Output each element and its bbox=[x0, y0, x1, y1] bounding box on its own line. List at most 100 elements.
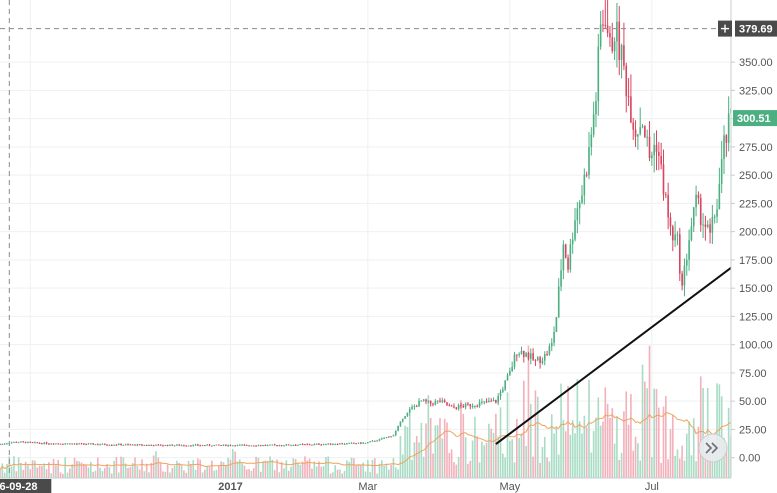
chart-controls[interactable] bbox=[698, 20, 732, 463]
time-axis[interactable]: 72017MarMayJul bbox=[0, 477, 731, 493]
volume-bar bbox=[318, 461, 320, 478]
candle-body bbox=[271, 444, 274, 446]
volume-bar bbox=[525, 445, 527, 478]
volume-bar bbox=[62, 473, 64, 478]
candle-body bbox=[658, 152, 660, 156]
price-tick-label: 50.00 bbox=[739, 396, 767, 408]
volume-bar bbox=[327, 456, 330, 478]
volume-bar bbox=[94, 470, 97, 478]
volume-bar bbox=[709, 449, 711, 478]
price-tick-label: 175.00 bbox=[739, 255, 773, 267]
volume-bar bbox=[262, 461, 264, 478]
volume-bar bbox=[385, 463, 388, 478]
candle-body bbox=[623, 45, 625, 66]
volume-bar bbox=[595, 417, 597, 478]
candle-body bbox=[173, 445, 176, 447]
candle-body bbox=[297, 444, 299, 446]
volume-bar bbox=[220, 461, 222, 478]
candle-body bbox=[406, 412, 409, 417]
crosshair bbox=[0, 0, 731, 478]
candle-body bbox=[264, 445, 267, 447]
volume-bar bbox=[387, 469, 390, 478]
candle-body bbox=[322, 444, 325, 446]
candle-body bbox=[443, 400, 446, 403]
candle-body bbox=[709, 224, 711, 233]
candle-body bbox=[516, 354, 518, 356]
price-axis[interactable]: 0.00 25.00 50.00 75.00 100.00 125.00 150.00 175… bbox=[730, 0, 777, 493]
volume-bar bbox=[513, 462, 516, 478]
candle-body bbox=[574, 220, 576, 240]
candle-body bbox=[671, 226, 674, 241]
candle-body bbox=[55, 443, 57, 445]
volume-bar bbox=[634, 436, 637, 478]
candle-body bbox=[536, 357, 539, 361]
scroll-to-realtime-button[interactable] bbox=[698, 433, 728, 463]
price-tick-label: 150.00 bbox=[739, 283, 773, 295]
volume-bar bbox=[152, 455, 155, 478]
volume-bar bbox=[287, 470, 290, 478]
volume-bar bbox=[157, 457, 160, 478]
volume-bar bbox=[117, 472, 120, 478]
candle-body bbox=[390, 436, 392, 438]
candle-body bbox=[604, 24, 607, 26]
candle-body bbox=[716, 209, 718, 217]
candle-body bbox=[283, 445, 285, 447]
candle-body bbox=[415, 406, 418, 408]
candle-body bbox=[597, 46, 600, 102]
candle-body bbox=[171, 444, 174, 446]
volume-bar bbox=[529, 403, 532, 478]
candle-body bbox=[159, 444, 162, 446]
candle-body bbox=[534, 359, 537, 361]
candle-body bbox=[411, 406, 413, 410]
candle-body bbox=[38, 442, 41, 444]
volume-bar bbox=[611, 408, 614, 478]
volume-bar bbox=[574, 433, 576, 478]
candle-body bbox=[339, 443, 341, 445]
candle-body bbox=[418, 400, 420, 407]
volume-bar bbox=[450, 449, 453, 478]
volume-bar bbox=[96, 457, 99, 478]
volume-bar bbox=[671, 415, 674, 478]
candle-body bbox=[571, 239, 574, 245]
candle-body bbox=[262, 445, 264, 447]
double-chevron-right-icon bbox=[705, 442, 719, 454]
volume-bar bbox=[346, 460, 348, 478]
volume-bar bbox=[678, 458, 681, 478]
candle-body bbox=[397, 426, 399, 431]
volume-bar bbox=[373, 458, 376, 478]
candle-body bbox=[220, 445, 222, 447]
candle-body bbox=[585, 174, 588, 176]
candle-body bbox=[662, 164, 665, 195]
candle-body bbox=[304, 444, 306, 446]
candle-body bbox=[99, 444, 101, 446]
candle-body bbox=[723, 135, 725, 160]
candle-body bbox=[24, 441, 27, 443]
candle-body bbox=[78, 443, 80, 445]
volume-bar bbox=[490, 428, 493, 478]
candle-body bbox=[257, 445, 260, 447]
candle-body bbox=[332, 444, 334, 446]
volume-bar bbox=[264, 460, 267, 478]
candle-body bbox=[346, 443, 348, 445]
volume-bar bbox=[522, 380, 525, 478]
candle-body bbox=[576, 208, 579, 221]
candle-body bbox=[555, 317, 558, 332]
candle-body bbox=[590, 134, 593, 148]
volume-bar bbox=[625, 391, 628, 478]
volume-bar bbox=[527, 345, 530, 478]
candle-body bbox=[308, 444, 311, 446]
volume-bar bbox=[413, 442, 416, 478]
candle-body bbox=[611, 37, 614, 52]
candle-body bbox=[548, 346, 551, 355]
volume-bar bbox=[320, 466, 323, 478]
candle-body bbox=[10, 442, 13, 444]
time-tick-label: 2017 bbox=[218, 481, 242, 493]
trend-line[interactable] bbox=[495, 267, 732, 445]
volume-bar bbox=[143, 471, 146, 478]
volume-bar bbox=[131, 463, 134, 478]
trend-lines[interactable] bbox=[495, 267, 732, 445]
candle-body bbox=[625, 65, 628, 97]
volume-bar bbox=[655, 389, 658, 478]
